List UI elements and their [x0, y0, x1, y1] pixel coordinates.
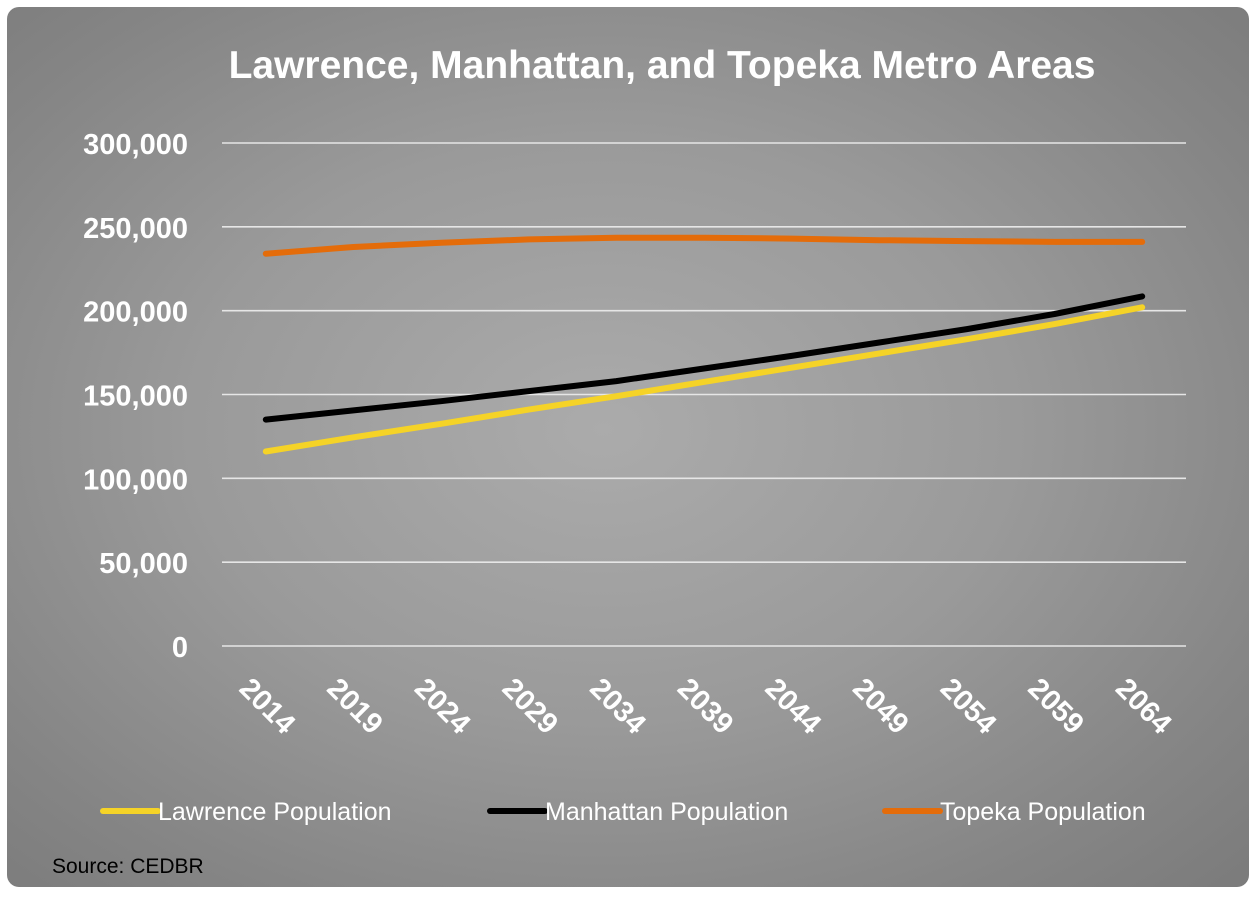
- x-tick-label: 2064: [1109, 672, 1177, 740]
- legend-label: Manhattan Population: [545, 798, 788, 826]
- legend-item: Lawrence Population: [100, 798, 392, 826]
- chart-area: [7, 7, 1249, 887]
- legend: Lawrence Population Manhattan Population T…: [100, 798, 1146, 826]
- x-tick-label: 2029: [496, 672, 564, 740]
- x-tick-label: 2034: [583, 672, 651, 740]
- x-tick-label: 2014: [233, 672, 301, 740]
- legend-label: Lawrence Population: [158, 798, 392, 826]
- y-tick-label: 100,000: [83, 464, 188, 496]
- x-tick-label: 2054: [934, 672, 1002, 740]
- series-lines: [262, 234, 1146, 455]
- y-tick-label: 200,000: [83, 297, 188, 329]
- x-tick-label: 2024: [408, 672, 476, 740]
- x-tick-label: 2059: [1022, 672, 1090, 740]
- x-axis-tick-labels: 2014 2019 2024 2029 2034 2039 2044 2049 2054 2059…: [233, 672, 1178, 740]
- series-line: [262, 293, 1146, 423]
- gridlines: [222, 142, 1186, 647]
- x-tick-label: 2049: [846, 672, 914, 740]
- y-tick-label: 300,000: [83, 129, 188, 161]
- chart-title: Lawrence, Manhattan, and Topeka Metro Ar…: [229, 44, 1096, 87]
- series-line: [262, 304, 1146, 455]
- series-line: [262, 234, 1146, 257]
- legend-item: Topeka Population: [882, 798, 1146, 826]
- x-tick-label: 2019: [321, 672, 389, 740]
- x-tick-label: 2039: [671, 672, 739, 740]
- y-tick-label: 250,000: [83, 213, 188, 245]
- source-note: Source: CEDBR: [52, 855, 204, 878]
- legend-label: Topeka Population: [940, 798, 1146, 826]
- y-tick-label: 0: [172, 632, 188, 664]
- y-tick-label: 50,000: [99, 548, 188, 580]
- y-tick-label: 150,000: [83, 381, 188, 413]
- legend-item: Manhattan Population: [487, 798, 788, 826]
- x-tick-label: 2044: [759, 672, 827, 740]
- y-axis-tick-labels: 0 50,000 100,000 150,000 200,000 250,000 300,0…: [83, 129, 188, 664]
